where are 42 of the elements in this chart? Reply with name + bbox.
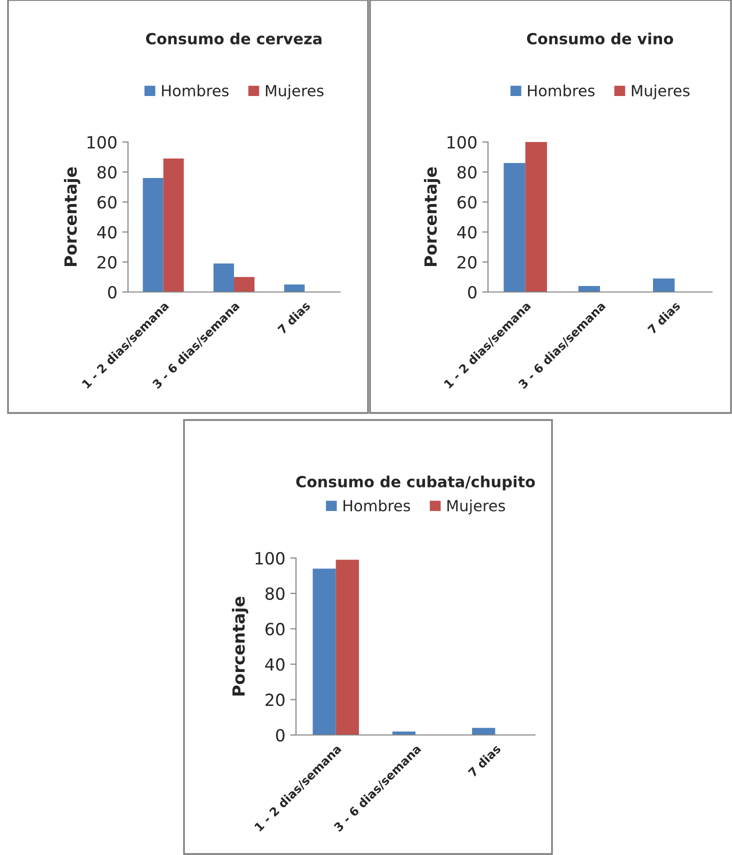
y-tick-label: 40	[97, 226, 116, 239]
y-tick-label: 60	[266, 622, 284, 636]
bar	[472, 728, 496, 735]
chart-title: Consumo de cerveza	[146, 32, 322, 44]
legend-label: Hombres	[528, 84, 595, 96]
y-axis-title: Porcentaje	[64, 167, 80, 266]
bar	[214, 264, 234, 292]
bar	[142, 178, 164, 292]
bar	[163, 158, 184, 292]
legend-label: Mujeres	[266, 84, 324, 100]
y-tick-label: 20	[266, 694, 284, 706]
bar	[504, 163, 526, 292]
y-tick-label: 80	[458, 166, 476, 179]
legend-label: Mujeres	[632, 84, 690, 100]
chart-title: Consumo de vino	[527, 32, 674, 44]
y-tick-label: 40	[265, 658, 284, 671]
bar	[336, 560, 359, 735]
bar	[525, 142, 547, 292]
y-tick-label: 0	[468, 286, 476, 299]
legend-label: Hombres	[162, 84, 229, 96]
y-tick-label: 80	[266, 587, 284, 600]
y-axis-title: Porcentaje	[424, 167, 440, 266]
y-tick-label: 20	[458, 256, 476, 269]
y-tick-label: 0	[108, 286, 116, 299]
legend-label: Hombres	[344, 500, 410, 512]
y-tick-label: 100	[448, 136, 476, 149]
y-tick-label: 100	[88, 136, 116, 149]
y-tick-label: 40	[457, 226, 476, 239]
y-tick-label: 20	[98, 256, 116, 269]
y-tick-label: 60	[98, 196, 116, 209]
y-tick-label: 100	[256, 552, 284, 565]
y-tick-label: 80	[98, 166, 116, 179]
legend-label: Mujeres	[447, 500, 505, 514]
bar	[578, 286, 600, 292]
bar	[284, 284, 305, 292]
chart-title: Consumo de cubata/chupito	[296, 476, 535, 490]
bar	[653, 278, 675, 292]
y-tick-label: 0	[276, 728, 284, 742]
y-axis-title: Porcentaje	[232, 596, 248, 696]
y-tick-label: 60	[458, 196, 476, 209]
bar	[234, 277, 254, 292]
bar	[312, 568, 336, 735]
